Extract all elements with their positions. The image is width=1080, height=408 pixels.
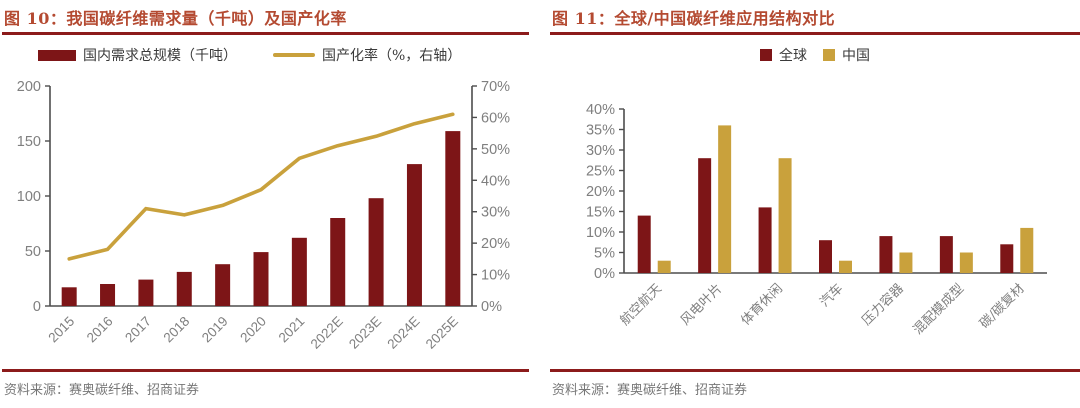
fig11-y-tick-label-15: 15% bbox=[586, 205, 615, 221]
china-bar-混配模成型 bbox=[959, 252, 973, 273]
figure-11-legend: 全球 中国 bbox=[550, 43, 1080, 67]
china-bar-航空航天 bbox=[657, 260, 671, 273]
fig11-x-label-风电叶片: 风电叶片 bbox=[678, 281, 725, 328]
figure-10-source: 资料来源：赛奥碳纤维、招商证券 bbox=[2, 369, 529, 408]
global-bar-汽车 bbox=[819, 240, 832, 273]
demand-bar-2022E bbox=[330, 218, 346, 306]
figure-11-title: 图 11：全球/中国碳纤维应用结构对比 bbox=[550, 0, 1080, 35]
legend-item-global: 全球 bbox=[760, 45, 807, 65]
global-bar-航空航天 bbox=[637, 215, 651, 273]
global-bar-压力容器 bbox=[879, 236, 893, 273]
fig10-right-tick-label-40: 40% bbox=[481, 173, 510, 189]
figure-10-panel: 图 10：我国碳纤维需求量（千吨）及国产化率 国内需求总规模（千吨） 国产化率（… bbox=[2, 0, 529, 408]
figure-11-panel: 图 11：全球/中国碳纤维应用结构对比 全球 中国 0% 5% 10% 15% 20% 2… bbox=[550, 0, 1080, 408]
fig10-right-tick-label-50: 50% bbox=[481, 142, 510, 158]
fig11-y-tick-label-20: 20% bbox=[586, 184, 615, 200]
demand-bar-2016 bbox=[100, 284, 116, 306]
demand-bar-2018 bbox=[176, 271, 192, 306]
figure-10-legend: 国内需求总规模（千吨） 国产化率（%，右轴） bbox=[2, 43, 529, 67]
fig11-y-tick-label-35: 35% bbox=[586, 123, 615, 139]
demand-bar-2015 bbox=[61, 287, 77, 306]
fig10-x-label-2021: 2021 bbox=[276, 314, 308, 346]
demand-bar-2023E bbox=[368, 198, 384, 306]
fig10-right-tick-label-30: 30% bbox=[481, 205, 510, 221]
demand-bar-2020 bbox=[253, 252, 269, 306]
legend-label-domestication-rate: 国产化率（%，右轴） bbox=[322, 48, 462, 64]
fig10-x-label-2017: 2017 bbox=[122, 314, 154, 346]
fig11-y-tick-label-10: 10% bbox=[586, 225, 615, 241]
fig10-x-label-2024E: 2024E bbox=[384, 314, 422, 352]
legend-item-china: 中国 bbox=[823, 45, 870, 65]
china-bar-体育休闲 bbox=[778, 158, 792, 273]
global-bar-体育休闲 bbox=[758, 207, 772, 273]
fig10-right-tick-label-20: 20% bbox=[481, 236, 510, 252]
bar-series-swatch-icon bbox=[38, 49, 76, 61]
global-bar-混配模成型 bbox=[939, 236, 953, 273]
fig11-x-label-体育休闲: 体育休闲 bbox=[738, 281, 786, 329]
china-bar-汽车 bbox=[839, 260, 852, 273]
fig10-x-label-2015: 2015 bbox=[45, 314, 77, 346]
china-bar-碳/碳复材 bbox=[1020, 227, 1034, 273]
fig11-y-tick-label-5: 5% bbox=[594, 246, 615, 262]
figure-11-grouped-bar-chart: 0% 5% 10% 15% 20% 25% 30% 35% 40% 航空航天 风电叶片 体育休闲 汽车压… bbox=[586, 102, 1047, 338]
fig10-x-label-2022E: 2022E bbox=[308, 314, 346, 352]
fig10-x-label-2016: 2016 bbox=[84, 314, 116, 346]
fig10-x-label-2020: 2020 bbox=[237, 314, 269, 346]
fig10-x-label-2025E: 2025E bbox=[423, 314, 461, 352]
fig10-left-tick-label-200: 200 bbox=[17, 79, 41, 95]
legend-label-global: 全球 bbox=[779, 48, 807, 64]
fig11-y-tick-label-25: 25% bbox=[586, 164, 615, 180]
fig10-right-tick-label-70: 70% bbox=[481, 79, 510, 95]
fig11-y-tick-label-40: 40% bbox=[586, 102, 615, 118]
global-series-swatch-icon bbox=[760, 49, 772, 61]
figure-11-source: 资料来源：赛奥碳纤维、招商证券 bbox=[550, 369, 1080, 408]
legend-item-domestic-demand: 国内需求总规模（千吨） bbox=[38, 45, 237, 65]
fig10-x-label-2018: 2018 bbox=[161, 314, 193, 346]
china-series-swatch-icon bbox=[823, 49, 835, 61]
fig10-x-label-2019: 2019 bbox=[199, 314, 231, 346]
fig10-right-tick-label-60: 60% bbox=[481, 110, 510, 126]
fig10-right-tick-label-0: 0% bbox=[481, 299, 502, 315]
fig11-y-tick-label-0: 0% bbox=[594, 266, 615, 282]
fig11-x-label-碳/碳复材: 碳/碳复材 bbox=[977, 281, 1027, 331]
fig10-left-tick-label-100: 100 bbox=[17, 189, 41, 205]
fig11-x-label-汽车: 汽车 bbox=[817, 281, 847, 311]
demand-bar-2019 bbox=[215, 264, 231, 306]
fig11-x-label-压力容器: 压力容器 bbox=[859, 281, 907, 329]
demand-bar-2025E bbox=[445, 131, 461, 306]
fig10-right-tick-label-10: 10% bbox=[481, 268, 510, 284]
china-bar-压力容器 bbox=[899, 252, 913, 273]
legend-item-domestication-rate: 国产化率（%，右轴） bbox=[273, 45, 461, 65]
legend-label-china: 中国 bbox=[842, 48, 870, 64]
global-bar-碳/碳复材 bbox=[1000, 244, 1014, 273]
fig11-y-tick-label-30: 30% bbox=[586, 143, 615, 159]
fig10-left-tick-label-150: 150 bbox=[17, 134, 41, 150]
demand-bar-2017 bbox=[138, 279, 154, 306]
domestication-rate-line bbox=[67, 112, 455, 261]
fig10-left-tick-label-0: 0 bbox=[33, 299, 41, 315]
china-bar-风电叶片 bbox=[718, 125, 732, 274]
line-series-swatch-icon bbox=[273, 53, 315, 57]
global-bar-风电叶片 bbox=[698, 158, 712, 273]
demand-bar-2024E bbox=[406, 164, 422, 306]
fig10-x-label-2023E: 2023E bbox=[346, 314, 384, 352]
legend-label-domestic-demand: 国内需求总规模（千吨） bbox=[83, 48, 237, 64]
demand-bar-2021 bbox=[291, 237, 307, 306]
fig11-x-label-混配模成型: 混配模成型 bbox=[911, 281, 968, 338]
fig10-left-tick-label-50: 50 bbox=[25, 244, 41, 260]
figure-10-title: 图 10：我国碳纤维需求量（千吨）及国产化率 bbox=[2, 0, 529, 35]
fig11-x-label-航空航天: 航空航天 bbox=[617, 281, 665, 329]
